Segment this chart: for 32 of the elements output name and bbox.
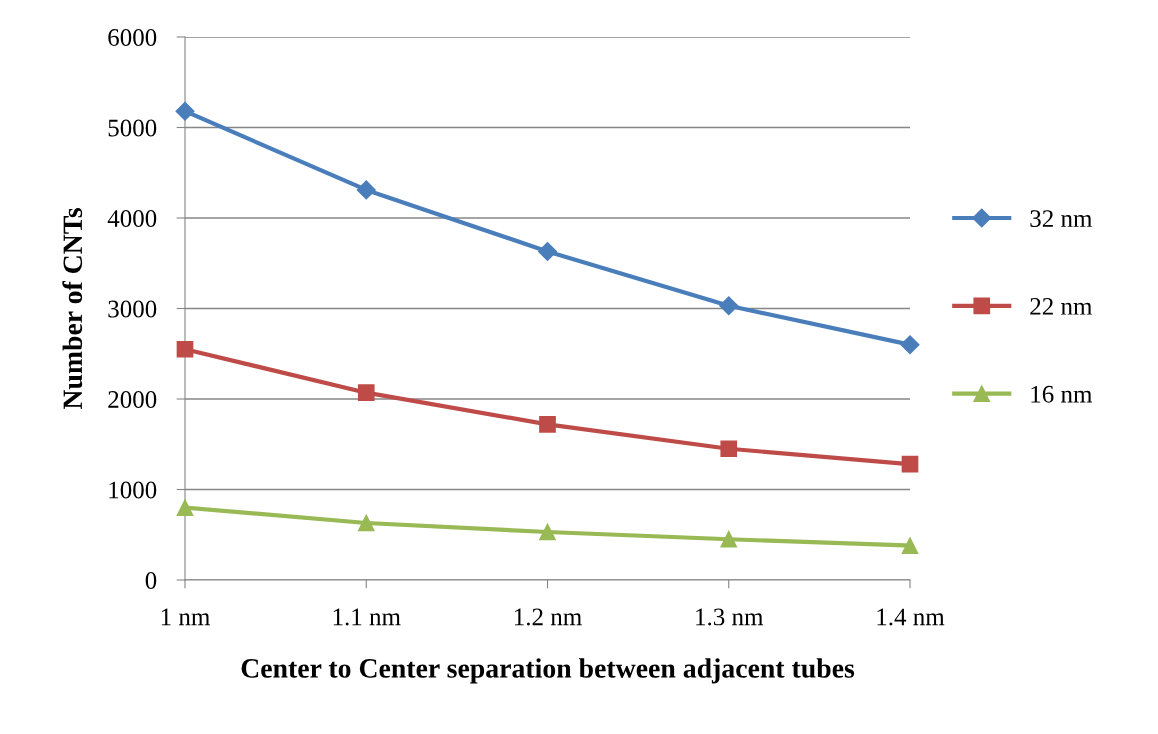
x-tick-label: 1.4 nm — [877, 608, 945, 626]
point — [175, 101, 195, 121]
point — [539, 523, 556, 541]
legend-label: 22 nm — [1030, 298, 1093, 315]
x-axis-title: Center to Center separation between adjacent tubes — [241, 658, 855, 684]
point — [901, 455, 919, 473]
y-tick-label: 3000 — [108, 300, 157, 318]
x-tick-label: 1.3 nm — [696, 608, 764, 626]
point — [357, 384, 375, 401]
point — [720, 440, 738, 458]
point — [357, 514, 375, 532]
y-tick-label: 2000 — [108, 391, 157, 408]
y-tick-label: 0 — [145, 572, 157, 589]
legend-label: 16 nm — [1031, 385, 1093, 403]
y-tick-label: 5000 — [108, 119, 157, 137]
point — [719, 296, 739, 316]
point — [356, 180, 376, 200]
y-tick-label: 1000 — [109, 481, 157, 499]
point — [176, 499, 194, 516]
x-tick-label: 1.2 nm — [514, 608, 582, 626]
y-tick-label: 6000 — [108, 29, 157, 46]
legend-label: 32 nm — [1030, 210, 1093, 228]
point — [720, 530, 738, 548]
y-tick-label: 4000 — [107, 210, 157, 227]
point — [539, 416, 556, 433]
y-axis-title: Number of CNTs — [62, 208, 83, 410]
point — [176, 340, 194, 358]
x-tick-label: 1.1 nm — [333, 608, 401, 626]
point — [900, 335, 920, 355]
point — [901, 537, 919, 554]
x-tick-label: 1 nm — [161, 608, 210, 626]
point — [537, 241, 558, 262]
